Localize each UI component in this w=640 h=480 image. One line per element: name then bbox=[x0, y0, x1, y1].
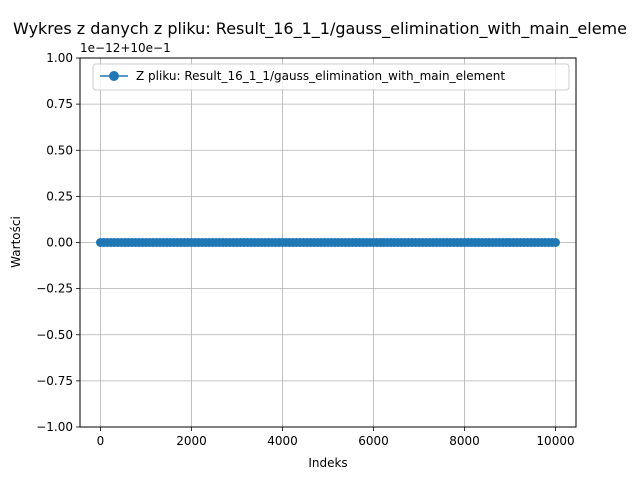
x-tick-label: 8000 bbox=[449, 434, 480, 448]
x-tick-label: 2000 bbox=[176, 434, 207, 448]
legend-box bbox=[92, 63, 570, 91]
y-tick-label: −0.50 bbox=[36, 328, 73, 342]
legend-marker-swatch bbox=[109, 71, 119, 81]
x-tick-label: 4000 bbox=[267, 434, 298, 448]
y-tick-label: 0.25 bbox=[46, 189, 73, 203]
data-point bbox=[551, 238, 561, 247]
y-tick-label: −0.75 bbox=[36, 374, 73, 388]
y-tick-label: 0.75 bbox=[46, 97, 73, 111]
y-axis-ticks: 1.00 0.75 0.50 0.25 0.00 −0.25 −0.50 −0.75 −1.00 bbox=[36, 51, 80, 434]
x-tick-label: 6000 bbox=[358, 434, 389, 448]
y-axis-label: Wartości bbox=[9, 216, 23, 268]
y-tick-label: 0.00 bbox=[46, 236, 73, 250]
y-tick-label: 1.00 bbox=[46, 51, 73, 65]
chart-title: Wykres z danych z pliku: Result_16_1_1/g… bbox=[13, 19, 627, 39]
x-tick-label: 0 bbox=[97, 434, 105, 448]
x-tick-label: 10000 bbox=[536, 434, 574, 448]
x-axis-label: Indeks bbox=[308, 456, 347, 470]
y-tick-label: 0.50 bbox=[46, 143, 73, 157]
x-axis-ticks: 0 2000 4000 6000 8000 10000 bbox=[97, 427, 575, 448]
legend: Z pliku: Result_16_1_1/gauss_elimination… bbox=[92, 63, 570, 91]
y-tick-label: −1.00 bbox=[36, 420, 73, 434]
y-tick-label: −0.25 bbox=[36, 282, 73, 296]
series-layer bbox=[95, 238, 561, 247]
y-offset-label: 1e−12+10e−1 bbox=[80, 41, 171, 55]
legend-entry-label: Z pliku: Result_16_1_1/gauss_elimination… bbox=[136, 69, 505, 83]
